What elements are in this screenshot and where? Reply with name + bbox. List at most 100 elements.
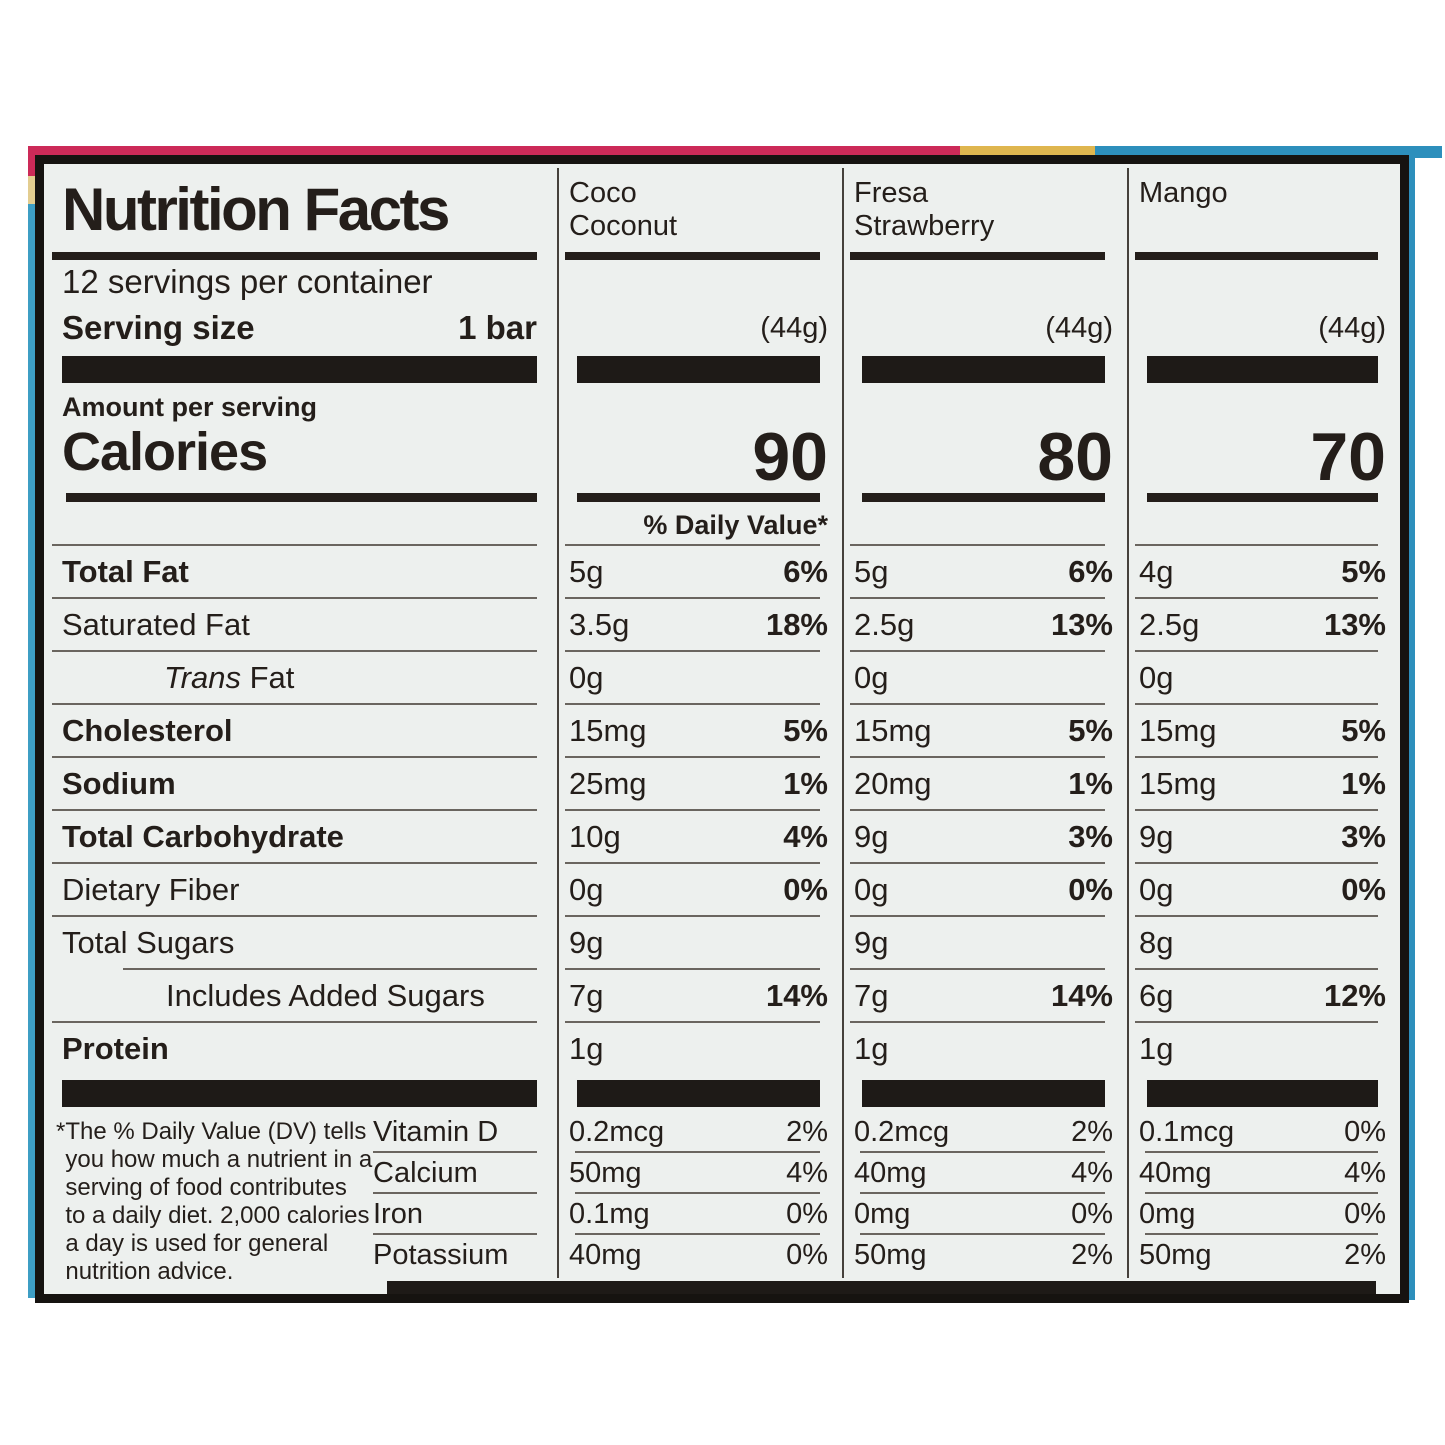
nutrient-name-cell: Total Fat <box>48 546 557 599</box>
calories-value-cell: 70 <box>1127 388 1400 491</box>
empty-cell <box>842 260 1127 304</box>
micronutrient-amount: 0mg <box>854 1198 911 1230</box>
separator-bar <box>862 356 1105 383</box>
nutrient-name: Total Fat <box>62 554 189 589</box>
panel-title: Nutrition Facts <box>62 176 450 243</box>
nutrient-value-cell: 7g 14% <box>557 970 842 1023</box>
nutrient-dv: 1% <box>1341 766 1386 801</box>
nutrient-amount: 15mg <box>854 713 932 748</box>
nutrient-name-cell: Total Sugars <box>48 917 557 970</box>
nutrient-name: Cholesterol <box>62 713 233 748</box>
separator-bar <box>862 1080 1105 1107</box>
nutrient-value-cell: 5g 6% <box>557 546 842 599</box>
separator-bar <box>62 356 537 383</box>
nutrient-name: Dietary Fiber <box>62 872 240 907</box>
nutrient-name: Sodium <box>62 766 176 801</box>
nutrient-value-cell: 15mg 1% <box>1127 758 1400 811</box>
micronutrient-name: Potassium <box>373 1239 509 1271</box>
nutrient-value-cell: 0g <box>557 652 842 705</box>
separator-bar-cell <box>842 1076 1127 1112</box>
micronutrient-dv: 0% <box>786 1198 828 1230</box>
servings-per-container: 12 servings per container <box>62 263 433 300</box>
nutrient-value-cell: 9g <box>842 917 1127 970</box>
box-edge-left-pink-strip <box>28 146 37 176</box>
calories-rule <box>66 493 537 502</box>
nutrient-name-cell: Cholesterol <box>48 705 557 758</box>
calories-rule-cell <box>842 490 1127 506</box>
nutrient-value-cell: 7g 14% <box>842 970 1127 1023</box>
micronutrient-amount: 50mg <box>854 1239 927 1271</box>
daily-value-header: % Daily Value* <box>643 510 828 540</box>
nutrient-dv: 5% <box>1068 713 1113 748</box>
nutrient-value-cell: 15mg 5% <box>557 705 842 758</box>
flavor-name-line1: Fresa <box>854 177 929 209</box>
micronutrient-dv: 2% <box>786 1116 828 1148</box>
nutrient-value-cell: 5g 6% <box>842 546 1127 599</box>
nutrient-dv: 4% <box>783 819 828 854</box>
nutrient-value-cell: 10g 4% <box>557 811 842 864</box>
serving-size-label: Serving size <box>62 309 255 346</box>
nutrient-amount: 9g <box>854 925 889 960</box>
serving-weight-cell: (44g) <box>842 304 1127 352</box>
daily-value-header-cell: % Daily Value* <box>557 506 842 546</box>
separator-bar <box>1147 356 1378 383</box>
separator-bar-cell <box>48 352 557 388</box>
calories-rule <box>862 493 1105 502</box>
nutrient-dv: 5% <box>1341 554 1386 589</box>
micronutrient-amount: 0.1mcg <box>1139 1116 1235 1148</box>
nutrient-amount: 7g <box>854 978 889 1013</box>
nutrient-amount: 3.5g <box>569 607 630 642</box>
nutrient-value-cell: 2.5g 13% <box>1127 599 1400 652</box>
nutrient-amount: 0g <box>569 872 604 907</box>
nutrient-amount: 10g <box>569 819 621 854</box>
flavor-name-line1: Mango <box>1139 177 1228 209</box>
empty-cell <box>557 260 842 304</box>
nutrient-dv: 14% <box>1050 978 1113 1013</box>
nutrient-value-cell: 9g 3% <box>842 811 1127 864</box>
micronutrient-amount: 40mg <box>569 1239 642 1271</box>
micronutrient-amount: 50mg <box>569 1157 642 1189</box>
nutrient-value-cell: 6g 12% <box>1127 970 1400 1023</box>
nutrient-name: Includes Added Sugars <box>166 978 485 1013</box>
nutrient-amount: 4g <box>1139 554 1174 589</box>
nutrient-value-cell: 0g <box>1127 652 1400 705</box>
flavor-name-line2: Coconut <box>569 210 678 242</box>
nutrient-dv: 0% <box>1068 872 1113 907</box>
nutrient-dv: 0% <box>1341 872 1386 907</box>
nutrition-facts-panel: Nutrition Facts Coco Coconut Fresa Straw… <box>35 155 1409 1303</box>
micronutrient-values-fresa: 0.2mcg 2% 40mg 4% 0mg 0% 50mg 2% <box>842 1112 1127 1278</box>
closing-bar <box>387 1281 1376 1294</box>
micronutrient-dv: 0% <box>1344 1116 1386 1148</box>
calories-label-cell: Amount per serving Calories <box>48 388 557 490</box>
nutrient-amount: 0g <box>1139 660 1174 695</box>
nutrient-value-cell: 1g <box>1127 1023 1400 1076</box>
nutrient-dv: 13% <box>1323 607 1386 642</box>
nutrient-name-cell: Includes Added Sugars <box>48 970 557 1023</box>
micronutrient-values-coco: 0.2mcg 2% 50mg 4% 0.1mg 0% 40mg 0% <box>557 1112 842 1278</box>
nutrient-amount: 6g <box>1139 978 1174 1013</box>
closing-bar-cell <box>48 1278 1400 1300</box>
micronutrient-dv: 2% <box>1071 1239 1113 1271</box>
separator-bar-cell <box>48 1076 557 1112</box>
nutrient-amount: 20mg <box>854 766 932 801</box>
micronutrient-name: Vitamin D <box>373 1112 557 1153</box>
micronutrient-dv: 2% <box>1071 1116 1113 1148</box>
nutrient-dv: 6% <box>783 554 828 589</box>
calories-value: 90 <box>752 419 828 496</box>
micronutrient-names: Vitamin D Calcium Iron Potassium <box>373 1112 557 1278</box>
calories-label: Calories <box>62 422 268 482</box>
nutrient-dv: 14% <box>765 978 828 1013</box>
nutrient-dv: 1% <box>1068 766 1113 801</box>
flavor-name-line2: Strawberry <box>854 210 995 242</box>
micronutrient-amount: 0.1mg <box>569 1198 650 1230</box>
nutrient-value-cell: 15mg 5% <box>1127 705 1400 758</box>
nutrient-value-cell: 9g 3% <box>1127 811 1400 864</box>
nutrient-value-cell: 25mg 1% <box>557 758 842 811</box>
nutrient-amount: 25mg <box>569 766 647 801</box>
nutrient-amount: 2.5g <box>854 607 915 642</box>
separator-bar <box>577 1080 820 1107</box>
nutrient-amount: 8g <box>1139 925 1174 960</box>
calories-rule <box>577 493 820 502</box>
nutrient-name: Total Carbohydrate <box>62 819 344 854</box>
micronutrient-amount: 0.2mcg <box>854 1116 950 1148</box>
